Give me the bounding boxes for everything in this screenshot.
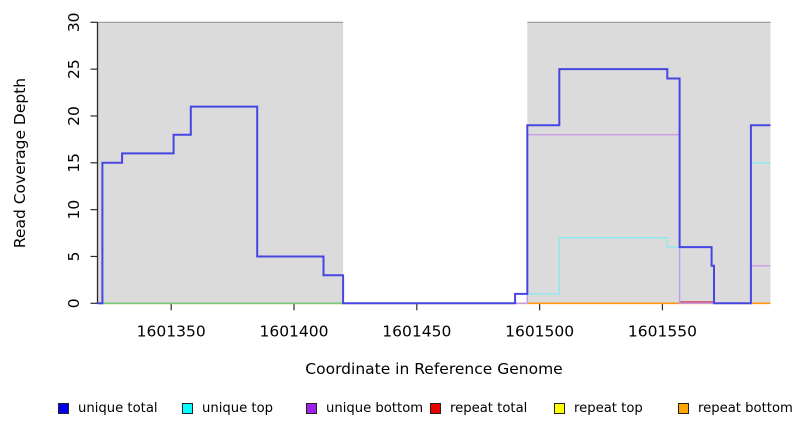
legend-label: repeat bottom: [698, 400, 792, 416]
coverage-plot-area: Read Coverage Depth Coordinate in Refere…: [11, 12, 771, 378]
x-tick-label: 1601350: [137, 322, 206, 340]
legend-item-repeat-bottom: repeat bottom: [678, 398, 792, 418]
y-tick-label: 0: [65, 298, 83, 308]
legend-swatch-icon: [430, 402, 441, 414]
x-tick-label: 1601450: [382, 322, 451, 340]
legend-item-unique-bottom: unique bottom: [306, 398, 423, 418]
legend-swatch-icon: [182, 402, 193, 414]
series-line-unique-total: [97, 68, 771, 305]
legend-label: unique total: [78, 400, 158, 416]
x-tick-label: 1601400: [259, 322, 328, 340]
y-tick-label: 5: [65, 252, 83, 262]
y-tick-label: 20: [65, 106, 83, 126]
legend: unique total unique top unique bottom repea…: [0, 398, 792, 420]
y-tick-label: 15: [65, 153, 83, 173]
legend-item-repeat-total: repeat total: [430, 398, 527, 418]
y-axis-title: Read Coverage Depth: [11, 78, 29, 248]
legend-label: repeat total: [450, 400, 528, 416]
coverage-chart: Read Coverage Depth Coordinate in Refere…: [11, 12, 771, 378]
shaded-region: [527, 22, 771, 304]
y-tick-label: 25: [65, 59, 83, 79]
legend-swatch-icon: [678, 402, 689, 414]
x-tick-label: 1601500: [505, 322, 574, 340]
legend-swatch-icon: [58, 402, 69, 414]
y-tick-label: 10: [65, 200, 83, 220]
legend-swatch-icon: [306, 402, 317, 414]
legend-item-unique-total: unique total: [58, 398, 158, 418]
legend-label: unique bottom: [326, 400, 424, 416]
legend-swatch-icon: [554, 402, 565, 414]
legend-label: repeat top: [574, 400, 643, 416]
legend-item-unique-top: unique top: [182, 398, 273, 418]
legend-label: unique top: [202, 400, 274, 416]
x-tick-label: 1601550: [628, 322, 697, 340]
shaded-region: [97, 22, 344, 304]
x-axis-title: Coordinate in Reference Genome: [305, 360, 562, 378]
legend-item-repeat-top: repeat top: [554, 398, 643, 418]
y-tick-label: 30: [65, 12, 83, 32]
